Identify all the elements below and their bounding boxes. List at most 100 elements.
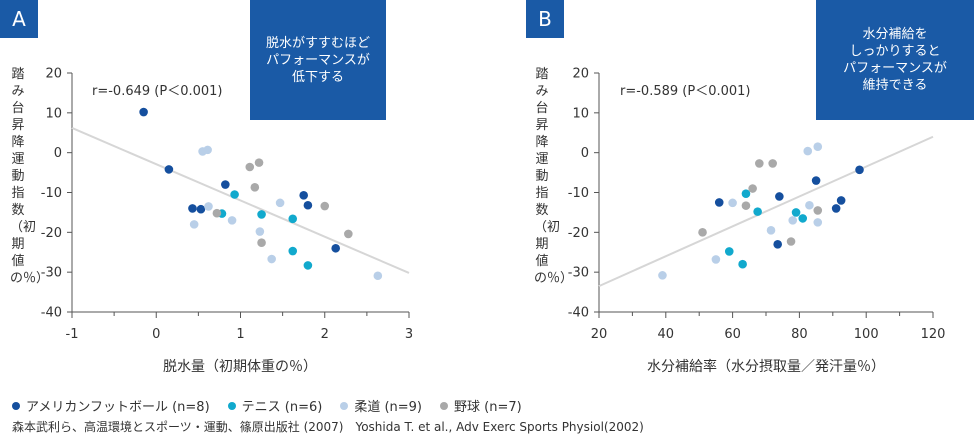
panel-a-y-tick-label: 10 <box>45 106 62 121</box>
panel-b-point-baseball <box>748 184 757 193</box>
panel-b-point-football <box>811 176 821 185</box>
panel-a-point-tennis <box>257 210 266 219</box>
panel-b-point-baseball <box>768 159 777 168</box>
panel-a-point-football <box>303 200 313 210</box>
panel-a-point-baseball <box>344 229 353 239</box>
panel-b-point-judo <box>788 216 798 225</box>
panel-a-point-judo <box>255 227 265 236</box>
panel-b-y-tick-label: -40 <box>568 306 589 321</box>
panel-a-x-tick-label: -1 <box>66 327 79 342</box>
panel-b-x-tick-label: 80 <box>791 327 808 342</box>
panel-b-y-tick-label: -10 <box>568 186 589 201</box>
panel-a-point-judo <box>227 216 237 225</box>
panel-b-point-football <box>855 165 864 175</box>
panel-a-trend-line <box>71 127 410 274</box>
panel-b-y-tick-label: -30 <box>568 266 589 281</box>
panel-b-point-football <box>714 198 724 207</box>
panel-a-point-baseball <box>254 158 264 167</box>
panel-b-point-baseball <box>741 201 751 210</box>
panel-a-point-baseball <box>245 162 255 172</box>
panel-b-y-tick-label: 0 <box>581 146 589 161</box>
panel-a-correlation: r=-0.649 (P＜0.001) <box>92 84 223 99</box>
panel-a-y-tick-label: -40 <box>41 306 62 321</box>
panel-b-x-axis-label: 水分補給率（水分摂取量／発汗量％） <box>647 359 885 375</box>
panel-b-tag: B <box>526 0 564 38</box>
panel-a-y-tick-label: 20 <box>45 67 62 82</box>
legend-marker-football <box>12 401 20 410</box>
legend-label-football: アメリカンフットボール (n=8) <box>26 400 210 415</box>
panel-b-x-tick-label: 40 <box>658 327 675 342</box>
panel-a-tag: A <box>0 0 38 38</box>
panel-b-point-tennis <box>791 208 801 217</box>
panel-a-point-judo <box>189 220 199 229</box>
legend-marker-baseball <box>440 401 449 410</box>
panel-b-x-tick-label: 20 <box>591 327 608 342</box>
panel-a-point-judo <box>203 145 212 155</box>
panel-b-point-judo <box>813 218 823 227</box>
legend-item-judo: 柔道 (n=9) <box>340 396 422 415</box>
panel-a-y-tick-label: -10 <box>41 186 62 201</box>
panel-b-point-tennis <box>738 259 747 269</box>
panel-a-point-tennis <box>230 190 239 199</box>
panel-a-point-football <box>139 107 148 117</box>
legend-item-football: アメリカンフットボール (n=8) <box>12 396 210 415</box>
panel-b-point-football <box>773 239 782 249</box>
panel-a-point-tennis <box>288 214 298 224</box>
panel-b-correlation: r=-0.589 (P＜0.001) <box>620 84 751 99</box>
panel-b-point-baseball <box>813 206 823 215</box>
panel-a-point-football <box>221 180 230 189</box>
legend-marker-tennis <box>227 401 236 410</box>
source-citation: 森本武利ら、高温環境とスポーツ・運動、篠原出版社 (2007) Yoshida … <box>12 420 644 434</box>
panel-a-x-tick-label: 3 <box>405 327 413 342</box>
panel-a-point-football <box>196 204 206 214</box>
panel-b-point-judo <box>813 142 823 151</box>
panel-a-point-tennis <box>303 261 313 270</box>
panel-b-point-baseball <box>698 228 707 237</box>
panel-b-point-judo <box>803 146 813 156</box>
panel-a-point-football <box>299 190 308 200</box>
panel-a-x-axis-label: 脱水量（初期体重の％） <box>163 359 317 375</box>
panel-b-point-judo <box>658 271 667 280</box>
legend-label-judo: 柔道 (n=9) <box>354 400 423 415</box>
panel-b-x-tick-label: 60 <box>724 327 741 342</box>
legend-item-tennis: テニス (n=6) <box>227 396 323 415</box>
legend-label-baseball: 野球 (n=7) <box>454 400 522 415</box>
panel-b-point-judo <box>711 255 721 264</box>
panel-b-point-baseball <box>755 159 764 168</box>
panel-a-y-tick-label: -30 <box>41 266 62 281</box>
panel-b-y-tick-label: -20 <box>568 226 589 241</box>
panel-b-point-baseball <box>786 237 796 246</box>
panel-b-point-football <box>775 192 784 201</box>
panel-b-callout: 水分補給を しっかりすると パフォーマンスが 維持できる <box>816 0 974 120</box>
panel-a-point-football <box>188 204 197 213</box>
panel-a-point-baseball <box>212 208 222 218</box>
panel-b-point-judo <box>728 198 737 208</box>
panel-b-point-tennis <box>741 189 751 198</box>
panel-a-point-judo <box>275 198 285 208</box>
legend-label-tennis: テニス (n=6) <box>241 400 323 415</box>
panel-b-point-tennis <box>753 207 762 216</box>
panel-a-point-baseball <box>257 238 266 247</box>
panel-a-point-football <box>331 243 341 253</box>
panel-a-x-tick-label: 0 <box>152 327 160 342</box>
panel-a-point-judo <box>373 271 383 281</box>
panel-b-callout-text: 水分補給を しっかりすると パフォーマンスが 維持できる <box>843 27 947 93</box>
panel-b-x-tick-label: 100 <box>854 327 879 342</box>
panel-b-y-tick-label: 10 <box>572 106 589 121</box>
panel-b-point-tennis <box>724 247 734 256</box>
panel-b-point-football <box>831 204 841 213</box>
panel-a-y-tick-label: 0 <box>54 146 62 161</box>
panel-b-point-judo <box>766 226 776 235</box>
panel-b-point-football <box>836 196 846 205</box>
legend-marker-judo <box>340 401 349 410</box>
panel-a-callout-text: 脱水がすすむほど パフォーマンスが 低下する <box>265 35 370 85</box>
panel-a-callout: 脱水がすすむほど パフォーマンスが 低下する <box>250 0 386 120</box>
panel-a-point-tennis <box>288 246 298 256</box>
panel-b-point-judo <box>805 200 814 210</box>
panel-b-point-tennis <box>798 214 808 223</box>
panel-b-x-tick-label: 120 <box>921 327 946 342</box>
panel-a-point-football <box>164 165 174 174</box>
legend: アメリカンフットボール (n=8) テニス (n=6) 柔道 (n=9) 野球 … <box>12 396 540 415</box>
panel-a-x-tick-label: 2 <box>321 327 329 342</box>
